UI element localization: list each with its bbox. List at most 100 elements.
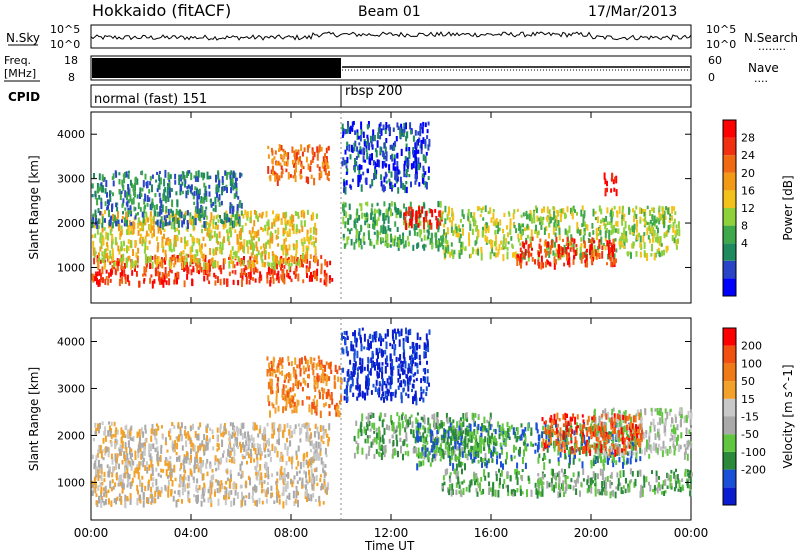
mark xyxy=(276,255,279,263)
mark xyxy=(96,423,99,431)
mark xyxy=(415,146,418,155)
mark xyxy=(130,262,133,270)
mark xyxy=(204,257,207,263)
mark xyxy=(189,186,192,193)
mark xyxy=(394,169,397,177)
mark xyxy=(315,274,318,282)
mark xyxy=(218,201,221,207)
mark xyxy=(281,431,284,438)
mark xyxy=(580,243,583,248)
mark xyxy=(228,483,231,489)
mark xyxy=(225,493,228,501)
mark xyxy=(366,152,369,160)
mark xyxy=(175,436,178,440)
mark xyxy=(138,429,141,436)
mark xyxy=(393,202,396,206)
mark xyxy=(290,457,293,465)
mark xyxy=(325,278,328,287)
mark xyxy=(110,224,113,232)
mark xyxy=(275,480,278,485)
mark xyxy=(151,428,154,435)
mark xyxy=(160,200,163,208)
mark xyxy=(397,328,400,334)
mark xyxy=(305,471,307,479)
mark xyxy=(151,261,154,269)
mark xyxy=(217,197,220,202)
mark xyxy=(134,191,136,198)
mark xyxy=(379,334,382,341)
mark xyxy=(193,445,196,452)
mark xyxy=(545,225,548,232)
mark xyxy=(92,215,95,223)
mark xyxy=(337,404,340,409)
mark xyxy=(511,243,514,248)
mark xyxy=(402,387,405,392)
mark xyxy=(487,425,490,431)
mark xyxy=(378,337,380,342)
mark xyxy=(241,279,243,287)
mark xyxy=(583,252,585,258)
mark xyxy=(606,262,608,266)
mark xyxy=(111,176,114,180)
mark xyxy=(141,484,144,493)
mark xyxy=(177,220,180,228)
mark xyxy=(415,425,418,434)
mark xyxy=(489,412,492,420)
mark xyxy=(158,174,161,181)
mark xyxy=(136,194,139,199)
mark xyxy=(424,244,427,248)
mark xyxy=(122,253,125,261)
mark xyxy=(406,374,409,379)
mark xyxy=(108,447,110,454)
mark xyxy=(200,251,203,259)
mark xyxy=(384,215,386,220)
mark xyxy=(359,357,362,362)
mark xyxy=(325,361,328,366)
mark xyxy=(127,430,129,438)
mark xyxy=(570,207,572,214)
mark xyxy=(263,429,265,433)
mark xyxy=(244,500,247,506)
mark xyxy=(194,210,197,218)
mark xyxy=(123,176,126,184)
mark xyxy=(292,227,295,234)
mark xyxy=(294,498,297,504)
mark xyxy=(502,246,505,250)
mark xyxy=(212,201,215,206)
mark xyxy=(334,364,337,372)
mark xyxy=(397,169,400,175)
mark xyxy=(302,279,305,284)
mark xyxy=(419,130,422,137)
mark xyxy=(565,242,568,246)
mark xyxy=(183,218,185,225)
mark xyxy=(371,153,373,161)
mark xyxy=(210,500,213,507)
mark xyxy=(157,256,160,264)
mark xyxy=(307,423,310,429)
mark xyxy=(300,259,303,268)
mark xyxy=(412,161,415,169)
mark xyxy=(294,357,297,365)
mark xyxy=(650,253,653,257)
mark xyxy=(319,448,322,452)
mark xyxy=(231,431,234,436)
mark xyxy=(298,363,301,369)
mark xyxy=(91,273,94,281)
mark xyxy=(124,273,127,280)
mark xyxy=(530,214,533,221)
mark xyxy=(305,257,308,264)
mark xyxy=(105,276,108,280)
mark xyxy=(387,216,390,224)
mark xyxy=(230,170,233,175)
mark xyxy=(360,121,363,130)
mark xyxy=(325,454,328,458)
mark xyxy=(519,255,522,263)
mark xyxy=(271,443,274,451)
mark xyxy=(273,156,276,160)
mark xyxy=(103,478,106,483)
mark xyxy=(419,431,421,435)
mark xyxy=(149,176,152,181)
mark xyxy=(566,237,569,242)
mark xyxy=(277,363,280,368)
mark xyxy=(561,247,564,256)
